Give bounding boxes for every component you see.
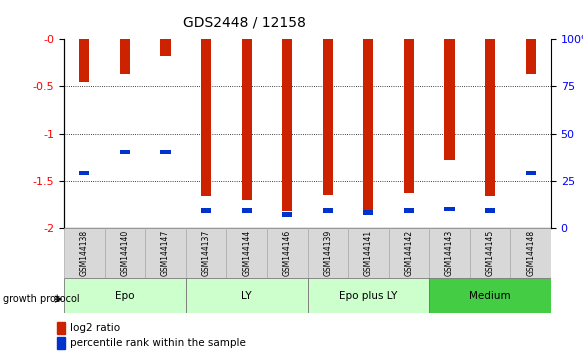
FancyBboxPatch shape — [145, 228, 186, 278]
FancyBboxPatch shape — [267, 228, 308, 278]
Bar — [57, 322, 65, 334]
Bar — [363, 39, 374, 211]
FancyBboxPatch shape — [348, 228, 389, 278]
Bar — [526, 171, 536, 175]
Bar — [404, 209, 414, 213]
Bar — [282, 39, 292, 211]
Bar — [120, 39, 130, 74]
Bar — [282, 212, 292, 217]
FancyBboxPatch shape — [470, 228, 510, 278]
FancyBboxPatch shape — [429, 278, 551, 313]
Bar — [79, 39, 89, 82]
FancyBboxPatch shape — [186, 228, 226, 278]
Text: GDS2448 / 12158: GDS2448 / 12158 — [184, 16, 306, 30]
Text: GSM144142: GSM144142 — [405, 230, 413, 276]
FancyBboxPatch shape — [186, 278, 308, 313]
Bar — [485, 39, 495, 196]
Text: growth protocol: growth protocol — [3, 294, 79, 304]
Text: GSM144147: GSM144147 — [161, 230, 170, 276]
Text: GSM144144: GSM144144 — [242, 230, 251, 276]
Bar — [363, 210, 374, 215]
Bar — [444, 39, 455, 160]
Bar — [323, 209, 333, 213]
FancyBboxPatch shape — [64, 278, 186, 313]
Bar — [526, 39, 536, 74]
FancyBboxPatch shape — [226, 228, 267, 278]
Text: GSM144137: GSM144137 — [202, 230, 210, 276]
Text: log2 ratio: log2 ratio — [70, 323, 120, 333]
Bar — [323, 39, 333, 195]
Text: Epo: Epo — [115, 291, 135, 301]
Text: Epo plus LY: Epo plus LY — [339, 291, 398, 301]
Text: LY: LY — [241, 291, 252, 301]
Bar — [201, 209, 211, 213]
Bar — [485, 209, 495, 213]
FancyBboxPatch shape — [308, 278, 429, 313]
Bar — [57, 337, 65, 349]
Bar — [160, 39, 171, 56]
Text: GSM144143: GSM144143 — [445, 230, 454, 276]
Bar — [404, 39, 414, 193]
Text: GSM144145: GSM144145 — [486, 230, 494, 276]
Text: GSM144139: GSM144139 — [324, 230, 332, 276]
Text: GSM144141: GSM144141 — [364, 230, 373, 276]
Bar — [201, 39, 211, 196]
Text: Medium: Medium — [469, 291, 511, 301]
Text: GSM144138: GSM144138 — [80, 230, 89, 276]
Text: GSM144148: GSM144148 — [526, 230, 535, 276]
Bar — [444, 206, 455, 211]
Bar — [241, 39, 252, 200]
FancyBboxPatch shape — [64, 228, 105, 278]
FancyBboxPatch shape — [510, 228, 551, 278]
FancyBboxPatch shape — [105, 228, 145, 278]
Text: GSM144146: GSM144146 — [283, 230, 292, 276]
FancyBboxPatch shape — [389, 228, 429, 278]
FancyBboxPatch shape — [429, 228, 470, 278]
Bar — [79, 171, 89, 175]
Bar — [120, 150, 130, 154]
FancyBboxPatch shape — [308, 228, 348, 278]
Bar — [241, 209, 252, 213]
Text: GSM144140: GSM144140 — [121, 230, 129, 276]
Bar — [160, 150, 171, 154]
Text: percentile rank within the sample: percentile rank within the sample — [70, 338, 245, 348]
